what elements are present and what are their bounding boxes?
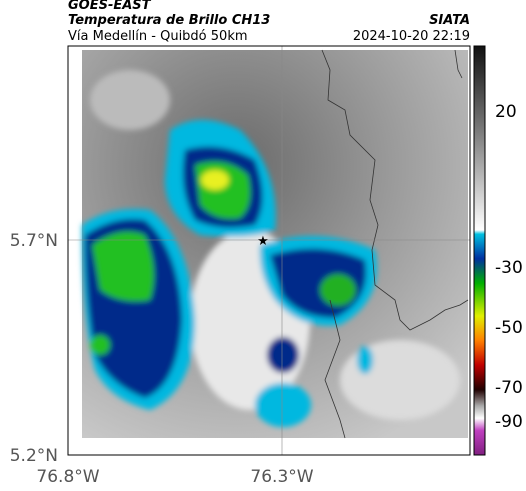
lon-label: 76.3°W xyxy=(250,467,313,487)
colorbar-tick: 20 xyxy=(495,102,517,122)
timestamp: 2024-10-20 22:19 xyxy=(353,29,470,44)
colorbar-tick: -50 xyxy=(495,318,523,338)
route: Vía Medellín - Quibdó 50km xyxy=(68,29,248,44)
map-image: ★ xyxy=(67,45,471,456)
source: GOES-EAST xyxy=(68,0,152,13)
brand: SIATA xyxy=(429,13,470,28)
colorbar-tick: -90 xyxy=(495,412,523,432)
svg-text:★: ★ xyxy=(257,234,269,249)
lon-label: 76.8°W xyxy=(36,467,99,487)
colorbar: 20 -30 -50 -70 -90 xyxy=(473,45,523,456)
lat-label: 5.2°N xyxy=(10,446,58,466)
product: Temperatura de Brillo CH13 xyxy=(68,13,270,28)
lat-label: 5.7°N xyxy=(10,231,58,251)
colorbar-tick: -70 xyxy=(495,378,523,398)
colorbar-tick: -30 xyxy=(495,258,523,278)
